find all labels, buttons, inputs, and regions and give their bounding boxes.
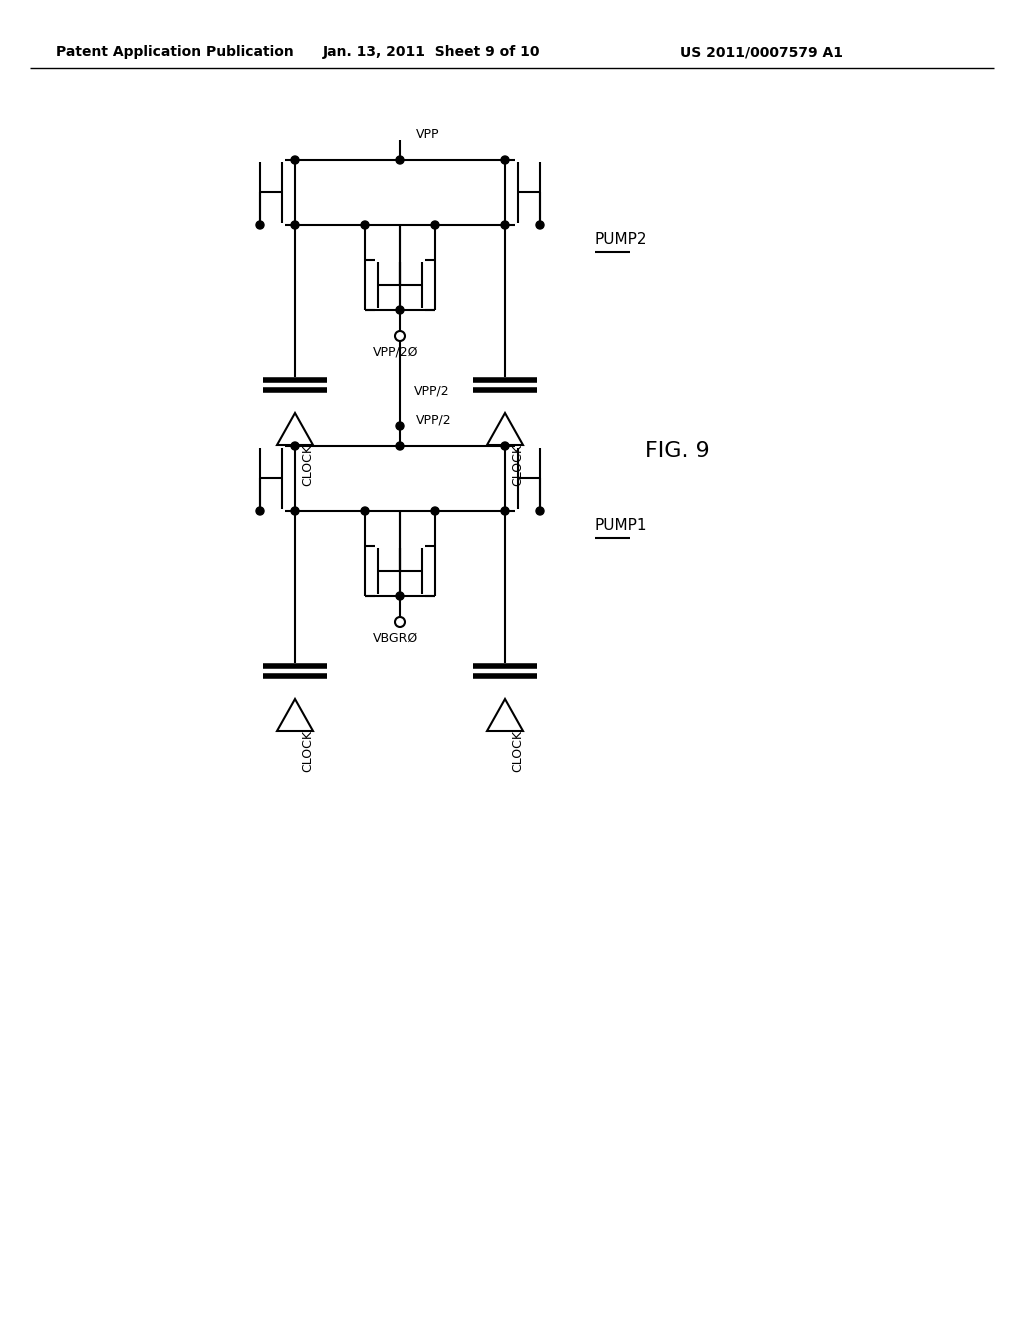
Circle shape (256, 507, 264, 515)
Text: PUMP1: PUMP1 (595, 519, 647, 533)
Circle shape (361, 507, 369, 515)
Text: CLOCK: CLOCK (301, 730, 314, 772)
Circle shape (536, 507, 544, 515)
Text: PUMP2: PUMP2 (595, 232, 647, 248)
Circle shape (395, 616, 406, 627)
Circle shape (291, 507, 299, 515)
Text: VPP/2: VPP/2 (416, 413, 452, 426)
Text: Jan. 13, 2011  Sheet 9 of 10: Jan. 13, 2011 Sheet 9 of 10 (324, 45, 541, 59)
Circle shape (536, 220, 544, 228)
Circle shape (501, 442, 509, 450)
Circle shape (396, 591, 404, 601)
Circle shape (395, 331, 406, 341)
Text: VBGRØ: VBGRØ (374, 631, 419, 644)
Text: US 2011/0007579 A1: US 2011/0007579 A1 (681, 45, 844, 59)
Circle shape (501, 220, 509, 228)
Text: CLOCK: CLOCK (511, 730, 524, 772)
Circle shape (291, 442, 299, 450)
Text: CLOCK: CLOCK (511, 444, 524, 486)
Circle shape (256, 220, 264, 228)
Text: VPP/2: VPP/2 (414, 384, 450, 397)
Circle shape (396, 442, 404, 450)
Circle shape (291, 220, 299, 228)
Circle shape (396, 422, 404, 430)
Circle shape (396, 156, 404, 164)
Circle shape (396, 306, 404, 314)
Text: VPP/2Ø: VPP/2Ø (374, 346, 419, 359)
Circle shape (501, 156, 509, 164)
Text: VPP: VPP (416, 128, 439, 140)
Circle shape (431, 507, 439, 515)
Text: FIG. 9: FIG. 9 (645, 441, 710, 461)
Circle shape (501, 507, 509, 515)
Circle shape (291, 156, 299, 164)
Circle shape (431, 220, 439, 228)
Circle shape (361, 220, 369, 228)
Text: CLOCK: CLOCK (301, 444, 314, 486)
Text: Patent Application Publication: Patent Application Publication (56, 45, 294, 59)
